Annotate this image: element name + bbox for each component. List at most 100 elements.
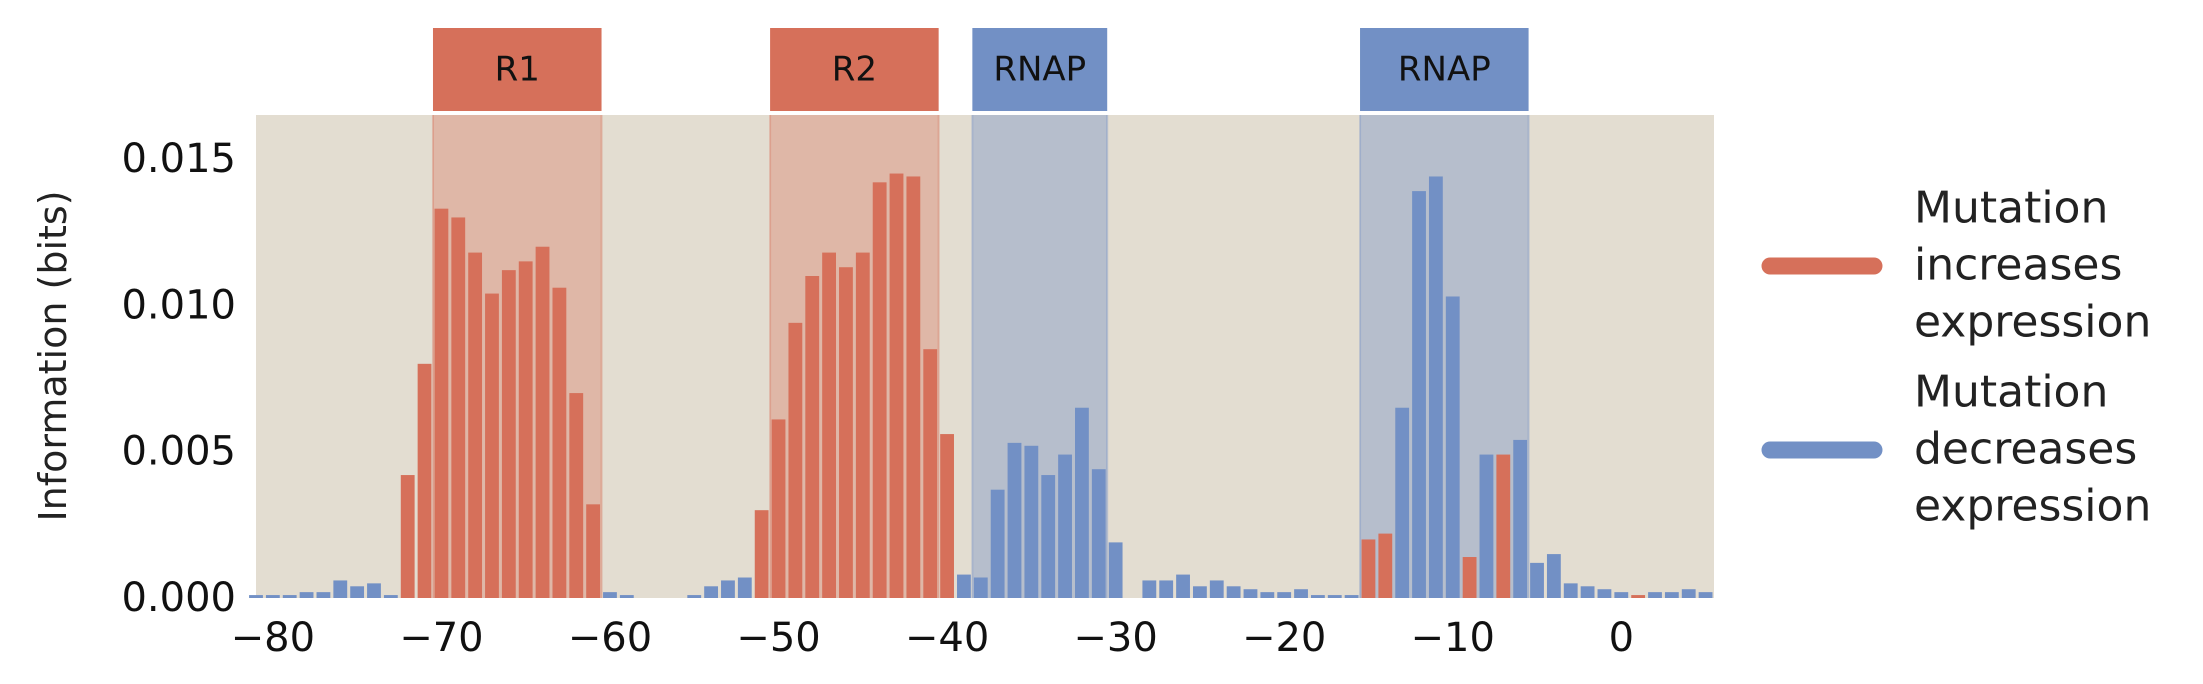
bar--73 [383,595,398,598]
y-axis-ticks: 0.000 0.005 0.010 0.015 [121,136,236,621]
bar--42 [906,176,921,599]
bar--35 [1024,445,1039,598]
region-box-1 [770,28,939,111]
bar--43 [889,173,904,598]
bar--77 [316,592,331,598]
bar--76 [333,580,348,598]
bar--45 [855,252,870,598]
bar--49 [788,322,803,598]
bar--27 [1159,580,1174,598]
x-tick-label: −70 [399,615,483,661]
legend-label-increase: Mutation [1914,183,2108,234]
bar--54 [704,586,719,598]
bar--10 [1445,296,1460,598]
bar--34 [1041,475,1056,598]
bar--28 [1142,580,1157,598]
bar-5 [1698,592,1713,598]
bar--44 [872,182,887,598]
x-tick-label: −10 [1411,615,1495,661]
bar--33 [1058,454,1072,598]
bar--47 [822,252,836,598]
bar-0 [1614,592,1629,598]
bar--66 [501,270,516,598]
bar--5 [1530,562,1544,598]
region-label-3: RNAP [1398,50,1491,90]
region-box-2 [972,28,1108,111]
bar--72 [400,475,415,598]
legend: Mutation increases expression Mutation decre… [1761,183,2151,532]
legend-label-decrease: Mutation [1914,367,2108,418]
bar--24 [1209,580,1224,598]
x-tick-label: −40 [905,615,989,661]
bar--46 [839,267,853,598]
bar--50 [771,419,786,598]
y-tick-label: 0.005 [121,429,236,475]
bar--1 [1597,589,1612,598]
bar--75 [350,586,365,598]
bar--23 [1226,586,1241,598]
bar--52 [737,577,752,598]
bar--30 [1108,542,1123,598]
bar--59 [619,595,634,598]
bar--2 [1580,586,1595,598]
bar--8 [1479,454,1494,598]
bar--18 [1310,595,1325,598]
x-tick-label: −50 [736,615,820,661]
bar--7 [1496,454,1511,598]
region-label-1: R2 [832,50,877,90]
x-tick-label: −20 [1242,615,1326,661]
bar--20 [1277,592,1292,598]
bar--67 [485,293,499,598]
region-label-0: R1 [495,50,540,90]
bar--79 [282,595,297,598]
y-tick-label: 0.015 [121,136,236,182]
bar--38 [973,577,988,598]
plot-background [256,115,1714,598]
bar-4 [1681,589,1696,598]
bar--41 [923,349,938,598]
bar--81 [249,595,263,598]
bar--19 [1294,589,1308,598]
bar--48 [805,276,820,598]
region-box-0 [432,28,602,111]
bar--63 [552,287,567,598]
bar--55 [687,595,702,598]
x-axis-ticks: −80 −70 −60 −50 −40 −30 −20 −10 0 [231,615,1634,661]
region-headers: R1 R2 RNAP RNAP [432,28,1529,111]
bar--11 [1428,176,1443,599]
bar--53 [721,580,735,598]
legend-label-decrease: expression [1914,481,2151,532]
bar--69 [451,217,466,599]
region-label-2: RNAP [993,50,1086,90]
bar--16 [1344,595,1359,598]
x-tick-label: −80 [231,615,315,661]
bar--6 [1513,439,1528,598]
bar--68 [468,252,483,598]
bar--62 [569,393,584,598]
bar--71 [417,363,432,598]
bar--21 [1260,592,1275,598]
bar--14 [1378,533,1393,598]
legend-label-decrease: decreases [1914,424,2137,475]
bar--51 [754,510,769,598]
bar--78 [299,592,314,598]
bar-3 [1664,592,1679,598]
y-tick-label: 0.000 [121,575,236,621]
bar--60 [603,592,617,598]
legend-label-increase: expression [1914,297,2151,348]
bar--61 [586,504,601,598]
y-axis-label: Information (bits) [31,190,75,521]
bar--64 [535,246,550,598]
bar-1 [1631,595,1646,598]
region-box-3 [1360,28,1529,111]
bar--36 [1007,442,1022,598]
bar--17 [1327,595,1342,598]
bar--65 [518,261,533,598]
bars [249,173,1713,599]
x-tick-label: −30 [1073,615,1157,661]
bar-2 [1648,592,1662,598]
bar--31 [1091,469,1106,598]
bar--70 [434,208,449,598]
bar--40 [940,434,954,598]
bar--9 [1462,557,1477,598]
